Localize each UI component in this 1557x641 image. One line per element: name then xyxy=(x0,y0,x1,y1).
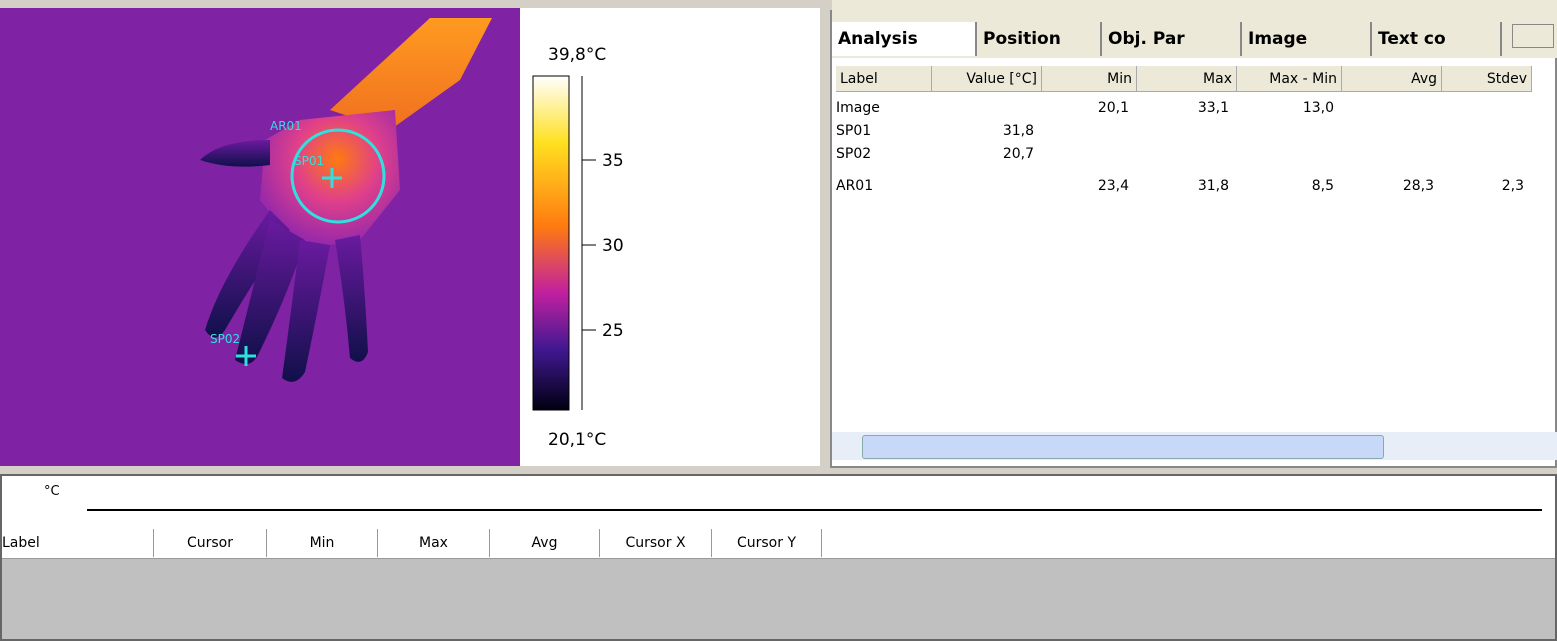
table-cell: 8,5 xyxy=(1237,178,1334,194)
column-header[interactable]: Max xyxy=(378,529,490,557)
scale-tick-label: 30 xyxy=(602,236,624,256)
column-header[interactable]: Cursor X xyxy=(600,529,712,557)
column-header[interactable]: Stdev xyxy=(1442,66,1532,92)
column-header[interactable]: Min xyxy=(267,529,378,557)
image-view: AR01 SP01 SP02 39,8°C 20,1°C 35 30 25 xyxy=(0,0,830,470)
column-header[interactable]: Label xyxy=(836,66,932,92)
table-cell: SP01 xyxy=(836,123,924,139)
horizontal-scrollbar[interactable] xyxy=(832,432,1557,460)
column-header[interactable]: Avg xyxy=(490,529,600,557)
column-header[interactable]: Max xyxy=(1137,66,1237,92)
tab[interactable]: Position xyxy=(977,22,1102,56)
tab[interactable]: Text co xyxy=(1372,22,1502,56)
tab[interactable]: Image xyxy=(1242,22,1372,56)
app-window: {"thermal_image":{"labels":["AR01","SP01… xyxy=(0,0,1557,641)
table-cell: SP02 xyxy=(836,146,924,162)
roi-label: AR01 xyxy=(270,119,302,133)
column-header[interactable]: Max - Min xyxy=(1237,66,1342,92)
scale-tick-label: 25 xyxy=(602,321,624,341)
scroll-thumb[interactable] xyxy=(862,435,1384,459)
table-cell: AR01 xyxy=(836,178,924,194)
table-cell: 13,0 xyxy=(1237,100,1334,116)
table-cell: 31,8 xyxy=(1137,178,1229,194)
table-cell: Image xyxy=(836,100,924,116)
table-cell: 20,1 xyxy=(1042,100,1129,116)
table-cell: 28,3 xyxy=(1342,178,1434,194)
table-cell: 31,8 xyxy=(932,123,1034,139)
roi-label: SP02 xyxy=(210,332,240,346)
table-cell: 33,1 xyxy=(1137,100,1229,116)
scale-min: 20,1°C xyxy=(548,430,606,450)
column-header[interactable]: Cursor xyxy=(154,529,267,557)
column-header[interactable]: Value [°C] xyxy=(932,66,1042,92)
table-cell: 2,3 xyxy=(1442,178,1524,194)
tab[interactable]: Analysis xyxy=(832,22,977,56)
column-header[interactable]: Label xyxy=(2,529,154,557)
column-header[interactable]: Cursor Y xyxy=(712,529,822,557)
scale-max: 39,8°C xyxy=(548,45,606,65)
color-bar xyxy=(533,76,569,410)
table-cell: 20,7 xyxy=(932,146,1034,162)
column-header[interactable]: Avg xyxy=(1342,66,1442,92)
roi-label: SP01 xyxy=(294,154,324,168)
table-cell: 23,4 xyxy=(1042,178,1129,194)
scale-tick-label: 35 xyxy=(602,151,624,171)
column-header[interactable]: Min xyxy=(1042,66,1137,92)
tab-scroll-buttons[interactable] xyxy=(1512,24,1554,48)
tab[interactable]: Obj. Par xyxy=(1102,22,1242,56)
